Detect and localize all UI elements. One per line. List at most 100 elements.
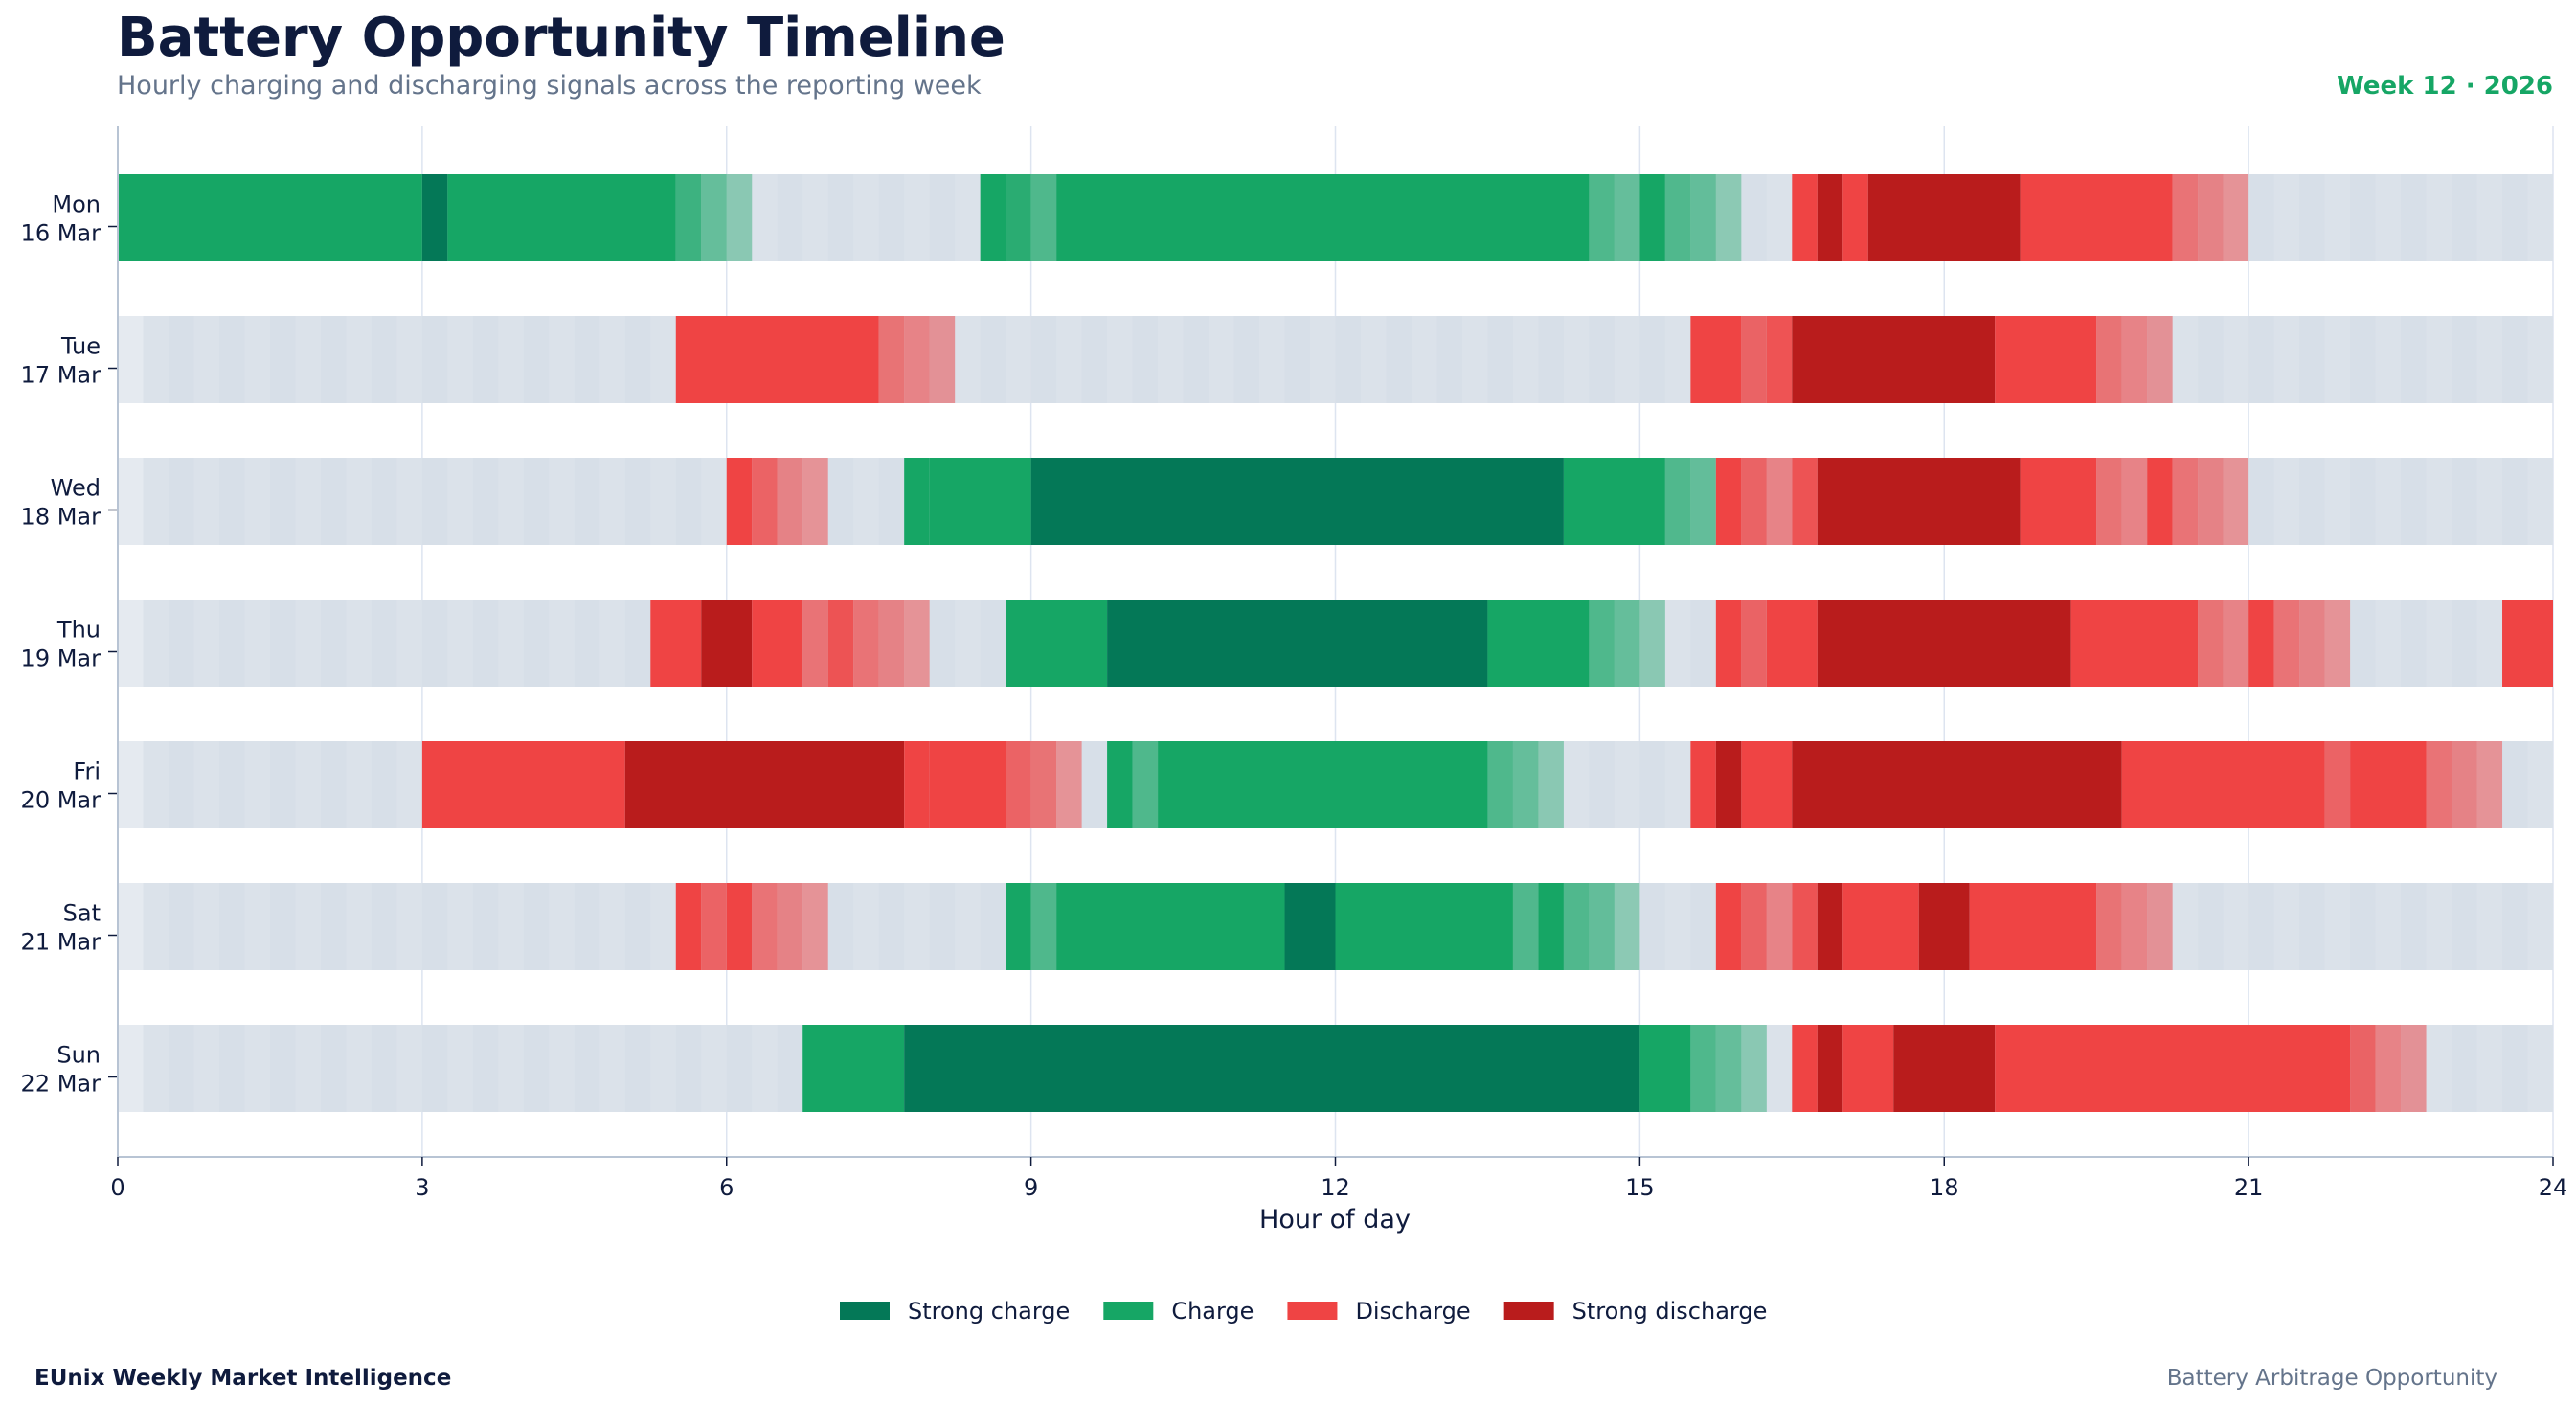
signal-segment [2198,458,2224,545]
signal-segment [1969,883,2097,970]
idle-stripe [2527,174,2553,261]
idle-stripe [346,883,372,970]
date-label: 19 Mar [21,646,102,672]
idle-stripe [2527,458,2553,545]
signal-segment [1867,174,2021,261]
signal-segment [1030,174,1057,261]
idle-stripe [244,600,270,687]
signal-segment [2350,741,2427,828]
signal-segment [1817,458,2021,545]
x-tick-label: 24 [2539,1174,2568,1201]
signal-segment [675,883,702,970]
idle-stripe [2426,316,2452,403]
idle-stripe [295,600,321,687]
signal-segment [1512,741,1539,828]
idle-stripe [1766,1025,1793,1112]
signal-segment [2147,316,2173,403]
day-label: Fri [73,759,101,785]
idle-stripe [2375,458,2402,545]
signal-segment [1842,883,1919,970]
date-label: 18 Mar [21,504,102,531]
signal-segment [1639,1025,1691,1112]
idle-stripe [2324,458,2351,545]
signal-segment [1715,1025,1742,1112]
idle-stripe [650,1025,676,1112]
week-badge: Week 12 · 2026 [2337,72,2553,101]
idle-stripe [1158,316,1184,403]
signal-segment [904,600,930,687]
signal-segment [1284,883,1336,970]
signal-segment [1690,174,1716,261]
signal-segment [2248,600,2274,687]
idle-stripe [295,883,321,970]
idle-stripe [752,1025,778,1112]
signal-segment [1792,1025,1818,1112]
signal-segment [2121,458,2148,545]
signal-segment [1030,458,1564,545]
signal-segment [1538,883,1564,970]
x-tick-label: 0 [110,1174,124,1201]
idle-stripe [193,316,219,403]
signal-segment [1614,174,1640,261]
idle-stripe [244,883,270,970]
idle-stripe [1209,316,1234,403]
signal-segment [1995,316,2097,403]
signal-segment [904,316,930,403]
idle-stripe [650,883,676,970]
idle-stripe [1563,741,1590,828]
signal-segment [1766,883,1793,970]
idle-stripe [244,458,270,545]
signal-segment [726,174,753,261]
signal-segment [1893,1025,1996,1112]
signal-segment [752,600,803,687]
idle-stripe [2476,1025,2503,1112]
signal-segment [1664,174,1691,261]
idle-stripe [549,316,575,403]
idle-stripe [346,316,372,403]
idle-stripe [346,741,372,828]
idle-stripe [396,1025,422,1112]
idle-stripe [2527,316,2553,403]
idle-stripe [193,458,219,545]
idle-stripe [295,1025,321,1112]
idle-stripe [1664,316,1691,403]
legend-swatch-discharge [1287,1302,1338,1320]
signal-segment [904,458,930,545]
signal-segment [1056,174,1590,261]
idle-stripe [295,741,321,828]
idle-stripe [599,458,625,545]
signal-segment [2121,883,2148,970]
signal-segment [624,741,905,828]
idle-stripe [2476,458,2503,545]
idle-stripe [2324,174,2351,261]
legend-swatch-strong-discharge [1503,1302,1554,1320]
signal-segment [2198,600,2224,687]
signal-segment [1690,458,1716,545]
signal-segment [2147,883,2173,970]
signal-segment [1335,883,1513,970]
x-axis-label: Hour of day [1259,1205,1411,1235]
signal-segment [752,458,778,545]
signal-segment [2172,458,2199,545]
idle-stripe [599,883,625,970]
idle-stripe [2273,458,2300,545]
signal-segment [675,174,702,261]
idle-stripe [2426,600,2452,687]
idle-stripe [2527,1025,2553,1112]
idle-stripe [447,883,473,970]
signal-segment [1589,600,1615,687]
idle-stripe [193,883,219,970]
idle-stripe [143,741,169,828]
signal-segment [2172,174,2199,261]
idle-stripe [955,316,981,403]
day-label: Sun [56,1042,101,1069]
idle-stripe [143,458,169,545]
signal-segment [1563,458,1665,545]
signal-segment [1995,1025,2351,1112]
signal-segment [1792,316,1996,403]
signal-segment [1817,1025,1843,1112]
idle-stripe [498,316,524,403]
idle-stripe [1715,174,1742,261]
date-label: 17 Mar [21,362,102,389]
signal-segment [1056,741,1082,828]
